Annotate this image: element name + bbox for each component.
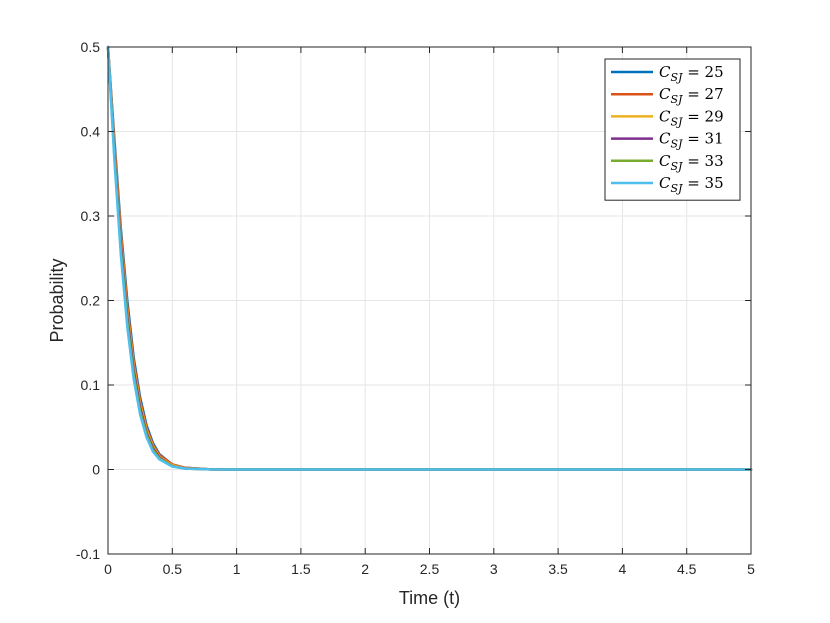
- tick-labels: 0 0.5 1 1.5 2 2.5 3 3.5 4 4.5 5-0.100.10.20.30.40.…: [76, 39, 755, 577]
- legend-box: [604, 58, 741, 201]
- y-axis-label: Probability: [47, 258, 67, 342]
- y-tick-label: 0.4: [81, 124, 101, 140]
- x-tick-label: 4: [619, 561, 627, 577]
- legend-entry-4: CSJ = 31: [659, 130, 724, 151]
- legend-entry-2: CSJ = 27: [659, 85, 724, 106]
- x-axis-label: Time (t): [399, 588, 460, 608]
- axis-ticks: [107, 46, 752, 555]
- y-tick-label: 0.1: [81, 377, 101, 393]
- series-layer: [106, 45, 753, 471]
- x-tick-label: 5: [747, 561, 755, 577]
- series-line-6: [106, 45, 753, 471]
- legend-entry-6: CSJ = 35: [659, 174, 724, 195]
- x-tick-label: 4.5: [677, 561, 697, 577]
- x-tick-label: 1: [233, 561, 241, 577]
- x-tick-label: 2.5: [420, 561, 440, 577]
- y-tick-label: 0.3: [81, 208, 101, 224]
- legend-entry-3: CSJ = 29: [659, 107, 724, 128]
- legend-entry-5: CSJ = 33: [659, 152, 724, 173]
- x-tick-label: 2: [361, 561, 369, 577]
- x-tick-label: 3.5: [548, 561, 568, 577]
- y-tick-label: 0.5: [81, 39, 101, 55]
- x-tick-label: 1.5: [291, 561, 311, 577]
- x-tick-label: 0.5: [163, 561, 183, 577]
- x-tick-label: 0: [104, 561, 112, 577]
- legend-entry-1: CSJ = 25: [659, 63, 724, 84]
- y-tick-label: -0.1: [76, 546, 100, 562]
- y-tick-label: 0.2: [81, 293, 101, 309]
- y-tick-label: 0: [92, 462, 100, 478]
- x-tick-label: 3: [490, 561, 498, 577]
